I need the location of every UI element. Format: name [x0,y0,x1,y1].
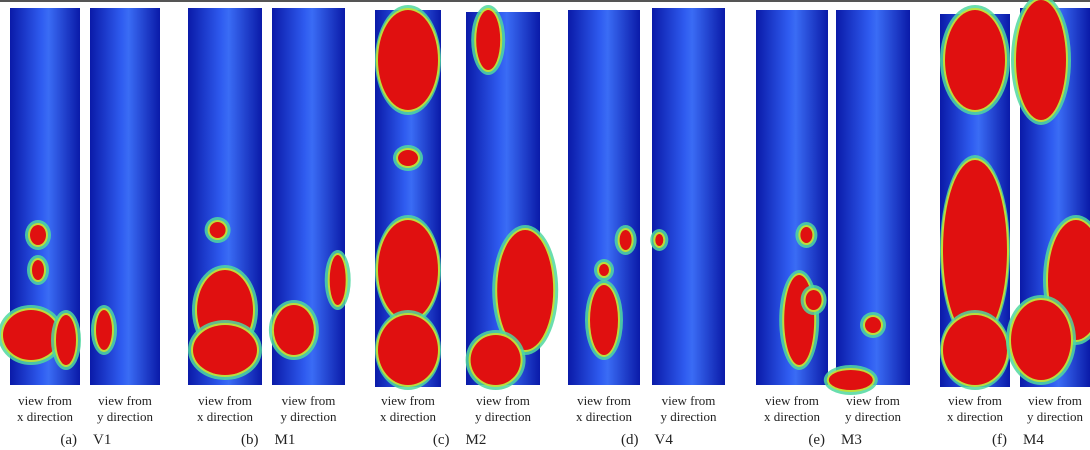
hot-zone-core [96,310,112,350]
panel-label: (e) [808,432,825,448]
hot-zone-core [378,10,438,110]
panel-label: (c) [433,432,450,448]
hot-zone-core [1011,300,1071,380]
caption-line2: x direction [764,409,820,424]
panel-name: M4 [1023,432,1044,448]
caption-line1: view from [282,393,336,408]
caption-line1: view from [948,393,1002,408]
hot-zone-core [806,290,822,310]
caption-line1: view from [1028,393,1082,408]
caption-line1: view from [765,393,819,408]
caption-line2: x direction [947,409,1003,424]
figure: view fromx directionview fromy direction… [0,0,1090,450]
hot-zone-core [398,150,418,166]
hot-zone-core [193,325,257,375]
hot-zone-core [1016,0,1066,120]
caption-line1: view from [846,393,900,408]
panel-name: V4 [655,432,674,448]
caption-line2: y direction [281,409,337,424]
panel-name: M1 [275,432,296,448]
hot-zone-core [620,230,632,250]
panel-label: (a) [60,432,77,448]
hot-zone-core [476,10,500,70]
hot-zone-core [30,225,46,245]
caption-line2: x direction [380,409,436,424]
hot-zone-core [590,285,618,355]
panel-label: (b) [241,432,259,448]
caption-line1: view from [662,393,716,408]
hot-zone-core [865,317,881,333]
hot-zone-core [378,220,438,320]
panel-name: M2 [466,432,487,448]
caption-line2: x direction [197,409,253,424]
caption-line2: y direction [97,409,153,424]
hot-zone-core [945,10,1005,110]
hot-zone-core [56,315,76,365]
caption-line2: y direction [661,409,717,424]
caption-line1: view from [198,393,252,408]
caption-line1: view from [476,393,530,408]
panel-name: V1 [93,432,111,448]
panel-name: M3 [841,432,862,448]
simulation-view [652,8,725,385]
hot-zone-core [800,227,812,243]
hot-zone-core [32,260,44,280]
panel-label: (d) [621,432,639,448]
hot-zone-core [471,335,521,385]
hot-zone-core [829,370,873,390]
caption-line1: view from [98,393,152,408]
hot-zone-core [943,315,1007,385]
caption-line1: view from [18,393,72,408]
caption-line2: y direction [475,409,531,424]
hot-zone-core [378,315,438,385]
hot-zone-core [330,255,346,305]
caption-line2: x direction [576,409,632,424]
caption-line2: y direction [1027,409,1083,424]
hot-zone-core [599,264,609,276]
caption-line2: y direction [845,409,901,424]
hot-zone-core [210,222,226,238]
hot-zone-core [655,234,663,246]
panel-label: (f) [992,432,1007,448]
caption-line1: view from [381,393,435,408]
hot-zone-core [3,310,59,360]
caption-line2: x direction [17,409,73,424]
caption-line1: view from [577,393,631,408]
hot-zone-core [274,305,314,355]
